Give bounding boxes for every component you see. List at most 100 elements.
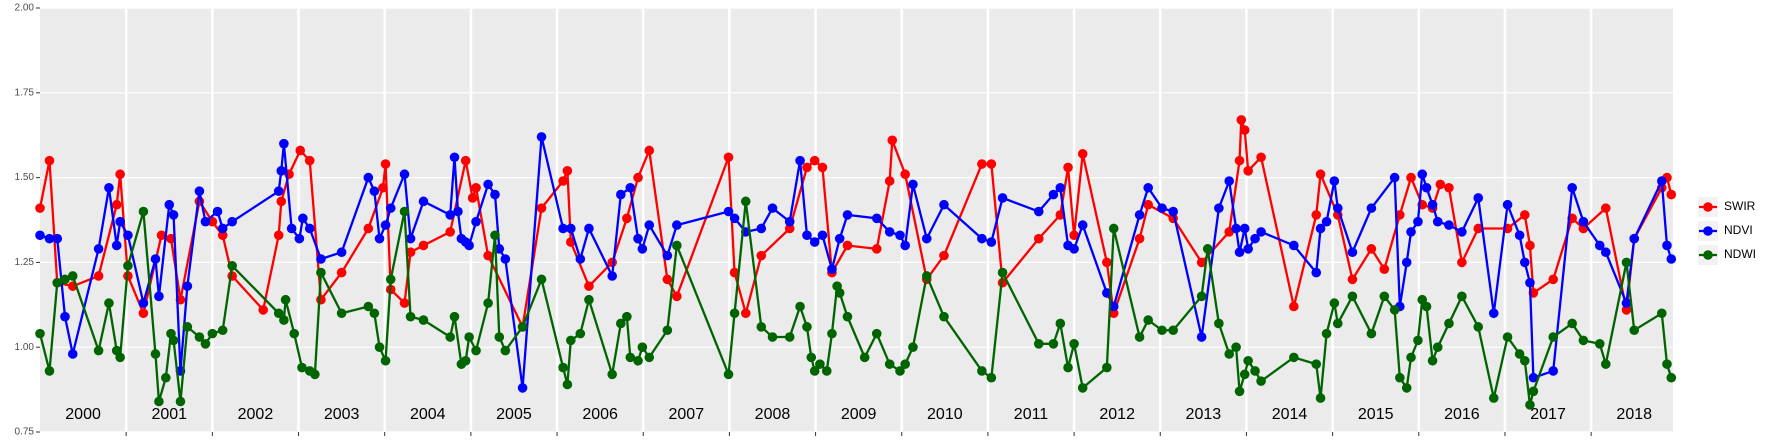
point (795, 301, 805, 312)
point (1224, 349, 1235, 359)
point (1629, 233, 1640, 244)
year-label: 2008 (755, 406, 791, 423)
point (1332, 203, 1343, 213)
point (756, 322, 767, 332)
point (168, 335, 179, 346)
point (1102, 257, 1112, 268)
point (1048, 189, 1059, 200)
point (558, 362, 568, 373)
point (399, 169, 410, 180)
point (405, 233, 416, 244)
point (1395, 372, 1405, 383)
point (280, 294, 291, 305)
point (500, 345, 511, 356)
point (633, 355, 643, 366)
point (1214, 318, 1224, 329)
point (1239, 223, 1250, 234)
point (156, 230, 167, 241)
y-tick-label: 0.75 (15, 427, 35, 438)
point (1444, 182, 1454, 193)
point (616, 189, 626, 200)
year-label: 2002 (238, 406, 274, 423)
point (977, 159, 987, 169)
point (1366, 328, 1377, 339)
point (834, 288, 845, 298)
point (729, 213, 740, 224)
point (662, 250, 673, 261)
point (1063, 162, 1073, 173)
point (939, 199, 949, 210)
point (672, 220, 682, 230)
year-label: 2006 (582, 406, 618, 423)
year-label: 2001 (151, 406, 187, 423)
point (1629, 325, 1640, 336)
point (1621, 298, 1632, 308)
point (644, 145, 655, 156)
point (1519, 210, 1530, 220)
y-tick-label: 1.50 (15, 172, 35, 183)
point (1514, 230, 1525, 241)
point (1519, 355, 1530, 366)
point (1662, 359, 1672, 369)
point (1548, 332, 1559, 342)
point (464, 332, 474, 342)
point (1243, 244, 1253, 254)
point (1311, 267, 1322, 278)
point (1055, 318, 1066, 329)
point (1321, 328, 1332, 339)
point (1347, 291, 1358, 302)
point (399, 298, 410, 308)
point (784, 216, 795, 227)
point (304, 155, 315, 166)
point (895, 230, 905, 241)
point (784, 223, 795, 234)
point (900, 240, 910, 251)
point (1321, 216, 1332, 227)
point (517, 322, 528, 332)
point (1315, 169, 1326, 180)
point (1332, 318, 1343, 329)
point (1157, 325, 1167, 336)
point (1134, 332, 1145, 342)
point (900, 359, 910, 369)
point (1250, 366, 1260, 376)
point (483, 250, 493, 261)
point (363, 223, 374, 234)
point (622, 213, 632, 224)
point (1347, 274, 1358, 285)
point (1548, 366, 1559, 376)
point (1406, 172, 1416, 183)
point (1457, 227, 1467, 237)
point (842, 210, 853, 220)
point (1243, 166, 1253, 176)
point (298, 213, 308, 224)
point (1401, 257, 1412, 268)
point (445, 210, 455, 220)
plot-background (40, 8, 1673, 432)
point (767, 332, 778, 342)
point (52, 233, 63, 244)
point (93, 271, 104, 281)
point (380, 159, 391, 169)
point (295, 145, 306, 156)
point (1214, 203, 1224, 213)
point (817, 162, 828, 173)
point (369, 308, 380, 319)
legend-dot (1703, 250, 1713, 260)
point (884, 359, 895, 369)
point (1202, 244, 1213, 254)
point (536, 132, 547, 142)
point (1063, 362, 1073, 373)
point (1231, 223, 1241, 234)
point (1621, 257, 1632, 268)
point (900, 169, 910, 180)
point (1600, 247, 1611, 258)
point (182, 322, 193, 332)
point (662, 325, 673, 336)
point (1567, 318, 1577, 329)
point (1525, 400, 1535, 410)
year-label: 2018 (1616, 406, 1652, 423)
point (1435, 179, 1446, 190)
point (1432, 342, 1443, 353)
